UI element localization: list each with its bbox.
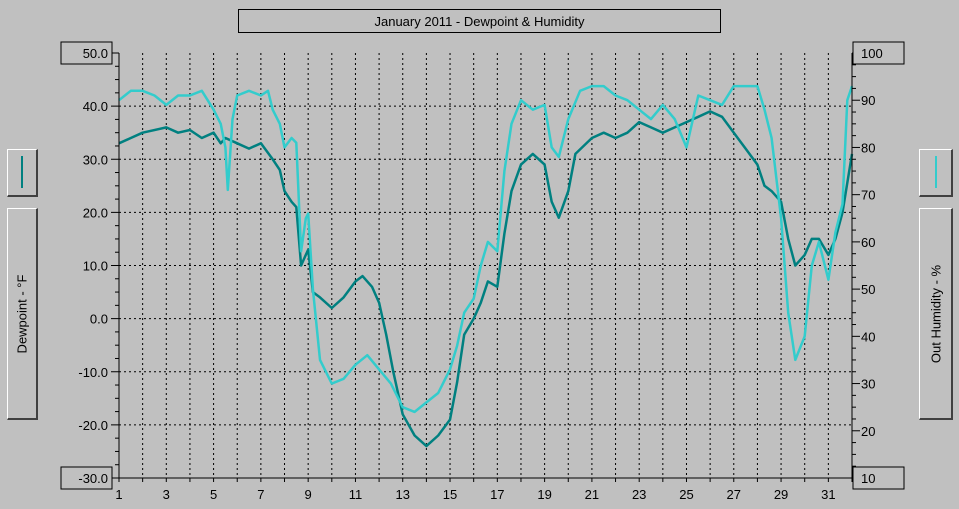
right-axis-tick-label: 100 [861,46,883,61]
left-axis-tick-label: 20.0 [83,205,108,220]
left-axis-endpoint-box [60,41,113,65]
left-axis-tick-label: 40.0 [83,99,108,114]
x-axis-tick-label: 23 [632,487,646,502]
dewpoint-swatch-line [21,156,23,188]
x-axis-tick-label: 17 [490,487,504,502]
right-axis-tick-label: 50 [861,282,875,297]
humidity-series-line [118,84,854,414]
right-axis-tick-label: 90 [861,93,875,108]
left-axis-tick-label: 50.0 [83,46,108,61]
humidity-legend-swatch [919,149,953,197]
left-axis-tick-label: 0.0 [90,312,108,327]
right-axis-tick-label: 60 [861,235,875,250]
x-axis-tick-label: 19 [537,487,551,502]
right-axis-tick-label: 70 [861,188,875,203]
x-axis-tick-label: 9 [305,487,312,502]
left-axis-tick-label: -30.0 [78,471,108,486]
right-axis-endpoint-box [852,41,905,65]
x-axis-tick-label: 3 [163,487,170,502]
x-axis-tick-label: 25 [679,487,693,502]
chart-title: January 2011 - Dewpoint & Humidity [238,9,721,33]
x-axis-tick-label: 15 [443,487,457,502]
right-axis-tick-label: 20 [861,424,875,439]
x-axis-tick-label: 21 [585,487,599,502]
left-axis-tick-label: -10.0 [78,365,108,380]
right-axis-tick-label: 40 [861,329,875,344]
humidity-swatch-line [935,156,937,188]
right-axis-tick-label: 30 [861,377,875,392]
x-axis-tick-label: 11 [349,487,363,502]
x-axis-tick-label: 13 [396,487,410,502]
left-axis-endpoint-box [60,466,113,490]
x-axis-tick-label: 31 [821,487,835,502]
x-axis-tick-label: 27 [727,487,741,502]
right-axis-label-panel: Out Humidity - % [919,208,953,420]
dewpoint-legend-swatch [7,149,38,197]
left-axis-tick-label: 10.0 [83,259,108,274]
left-axis-label-panel: Dewpoint - °F [7,208,38,420]
x-axis-tick-label: 1 [115,487,122,502]
x-axis-tick-label: 5 [210,487,217,502]
x-axis-tick-label: 29 [774,487,788,502]
x-axis-tick-label: 7 [257,487,264,502]
left-axis-tick-label: 30.0 [83,152,108,167]
dewpoint-series-line [118,110,854,448]
left-axis-tick-label: -20.0 [78,418,108,433]
right-axis-tick-label: 80 [861,140,875,155]
right-axis-tick-label: 10 [861,471,875,486]
right-axis-endpoint-box [852,466,905,490]
